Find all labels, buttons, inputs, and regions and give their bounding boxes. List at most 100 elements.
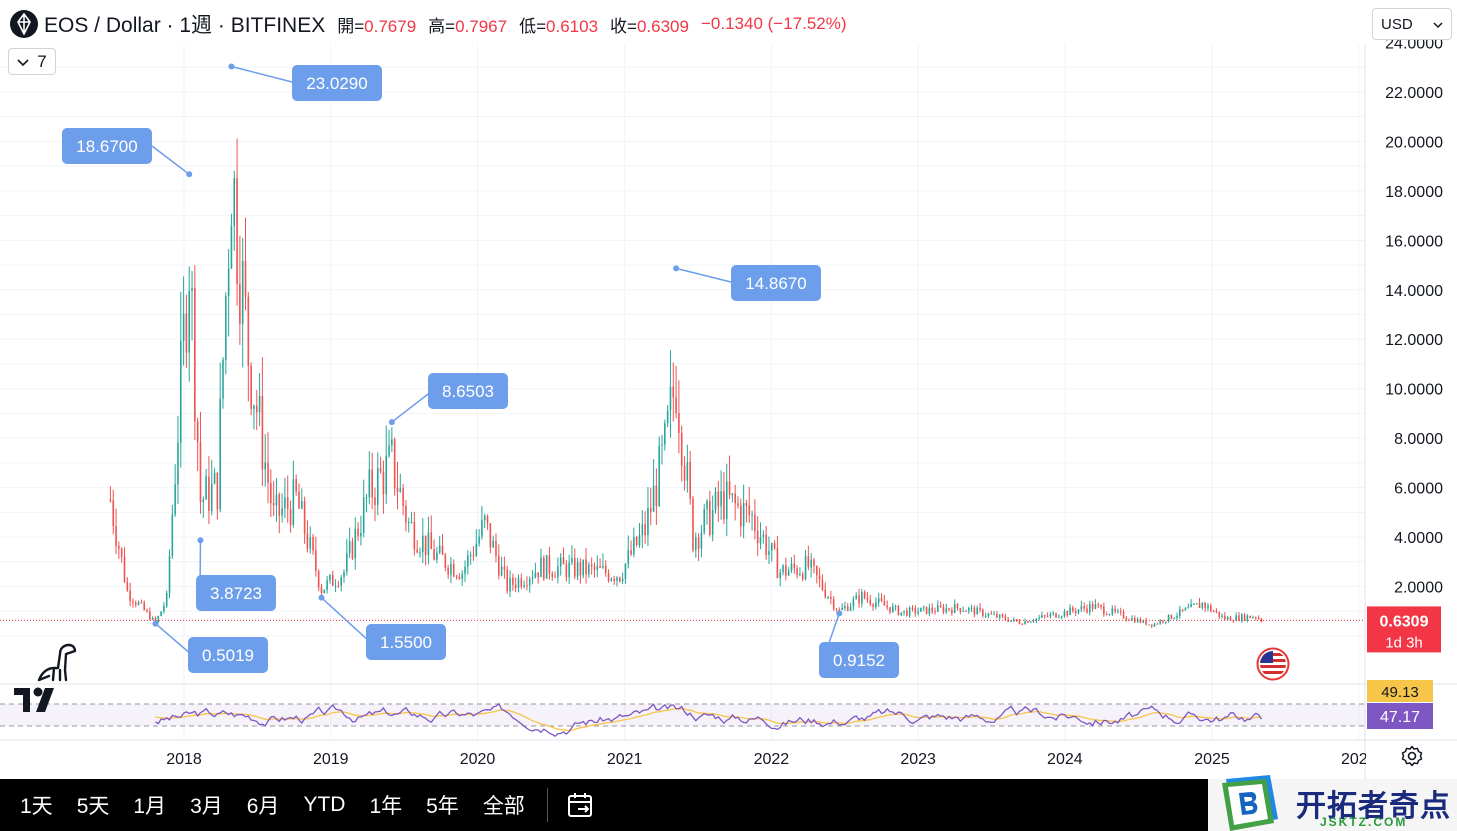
candle-body xyxy=(132,601,134,603)
candle-body xyxy=(391,439,393,446)
candle-body xyxy=(911,607,914,609)
candle-body xyxy=(455,576,458,578)
candle-body xyxy=(149,611,151,620)
annotation-box xyxy=(196,575,276,611)
annotation-point xyxy=(186,171,193,178)
candle-body xyxy=(748,505,751,516)
candle-body xyxy=(143,602,145,611)
timeframe-5d-button[interactable]: 5天 xyxy=(76,795,110,818)
timeframe-ytd-button[interactable]: YTD xyxy=(303,793,346,816)
candle-body xyxy=(1010,620,1012,622)
candle-body xyxy=(627,550,630,565)
candle-body xyxy=(1077,609,1080,613)
candle-body xyxy=(120,548,123,557)
candle-body xyxy=(1001,614,1004,617)
watermark-title: 开拓者奇点 xyxy=(1296,789,1451,824)
annotation-leader xyxy=(231,65,297,84)
candle-body xyxy=(278,494,281,516)
candle-body xyxy=(450,563,452,575)
candle-body xyxy=(1046,615,1049,617)
candle-body xyxy=(396,487,399,492)
candle-body xyxy=(807,556,810,568)
candle-body xyxy=(512,577,514,585)
candle-body xyxy=(951,609,953,614)
candle-body xyxy=(937,605,939,612)
timeframe-1y-button[interactable]: 1年 xyxy=(369,795,403,818)
indicator-toggle-button[interactable]: 7 xyxy=(8,48,56,75)
candle-body xyxy=(1060,616,1063,618)
candle-body xyxy=(1218,611,1221,617)
candle-body xyxy=(272,503,275,506)
rsi-line xyxy=(155,702,1263,738)
candle-body xyxy=(737,503,739,506)
gear-icon[interactable] xyxy=(1400,744,1424,773)
candle-body xyxy=(1035,618,1038,622)
candle-body xyxy=(799,574,801,576)
candle-body xyxy=(945,608,948,613)
annotation-leader xyxy=(151,145,190,175)
candle-body xyxy=(832,598,835,609)
calendar-range-icon[interactable] xyxy=(566,790,596,820)
candle-body xyxy=(213,472,216,484)
candle-body xyxy=(756,530,759,544)
candle-body xyxy=(134,602,137,605)
candle-body xyxy=(790,563,793,571)
candle-body xyxy=(444,554,447,568)
timeframe-1d-button[interactable]: 1天 xyxy=(20,795,53,818)
candle-body xyxy=(1181,609,1184,611)
annotation-label: 1.5500 xyxy=(380,633,432,652)
candle-body xyxy=(810,559,812,568)
candle-body xyxy=(593,566,596,570)
symbol-title[interactable]: EOS / Dollar · 1週 · BITFINEX xyxy=(44,14,326,37)
candle-body xyxy=(1159,620,1161,624)
candle-body xyxy=(714,491,717,511)
timeframe-all-button[interactable]: 全部 xyxy=(482,795,525,818)
candle-body xyxy=(1004,616,1007,620)
candle-body xyxy=(174,484,176,515)
price-chart[interactable]: 23.0290 18.6700 14.8670 8.6503 3.8723 0.5019 1… xyxy=(0,0,1457,779)
price-axis-label: 12.0000 xyxy=(1385,332,1443,349)
candle-body xyxy=(399,488,402,492)
candle-body xyxy=(1193,604,1195,606)
candle-body xyxy=(376,468,379,506)
candle-body xyxy=(588,564,590,575)
candle-body xyxy=(742,503,745,527)
candle-body xyxy=(672,386,675,398)
annotation-box xyxy=(188,637,268,673)
toolbar-divider xyxy=(546,788,548,822)
candle-body xyxy=(320,587,323,594)
timeframe-3m-button[interactable]: 3月 xyxy=(190,795,223,818)
currency-select[interactable]: USD xyxy=(1372,8,1452,40)
candle-body xyxy=(227,268,230,297)
candle-body xyxy=(196,421,199,443)
candle-body xyxy=(686,462,689,481)
candle-body xyxy=(706,501,708,509)
candle-body xyxy=(1038,617,1040,619)
price-axis-label: 4.0000 xyxy=(1394,530,1443,547)
annotation-leader xyxy=(320,597,371,643)
candle-body xyxy=(475,543,478,556)
candle-body xyxy=(1119,611,1122,613)
candle-body xyxy=(1238,615,1240,621)
candle-body xyxy=(334,585,337,587)
candle-body xyxy=(165,592,168,606)
timeframe-6m-button[interactable]: 6月 xyxy=(246,795,280,818)
candle-body xyxy=(497,555,500,576)
annotation-label: 0.9152 xyxy=(833,651,885,670)
candle-body xyxy=(776,548,779,579)
time-axis: 2018 2019 2020 2021 2022 2023 2024 2025 2026 xyxy=(166,751,1376,768)
timeframe-1m-button[interactable]: 1月 xyxy=(133,795,167,818)
candle-body xyxy=(1156,623,1159,625)
candle-body xyxy=(689,462,691,499)
candle-body xyxy=(118,546,120,549)
candle-body xyxy=(481,520,483,537)
candle-body xyxy=(779,572,782,579)
timeframe-5y-button[interactable]: 5年 xyxy=(426,795,459,818)
candle-body xyxy=(1190,604,1192,608)
candle-body xyxy=(1226,617,1229,620)
candle-body xyxy=(551,573,554,577)
candle-body xyxy=(1167,614,1170,622)
candle-body xyxy=(168,555,171,593)
candle-body xyxy=(801,574,804,580)
rsi-band xyxy=(0,704,1365,726)
